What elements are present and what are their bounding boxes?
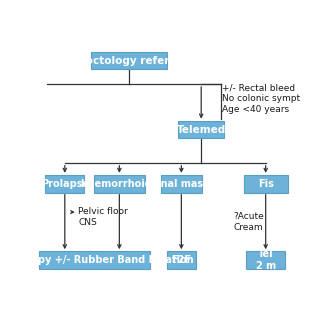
Text: F2F: F2F — [172, 255, 191, 265]
Text: Anal mass: Anal mass — [153, 179, 209, 189]
Text: Fis: Fis — [258, 179, 274, 189]
Text: Tel
2 m: Tel 2 m — [256, 249, 276, 271]
FancyBboxPatch shape — [161, 175, 202, 193]
Text: Prolapse: Prolapse — [41, 179, 89, 189]
FancyBboxPatch shape — [244, 175, 287, 193]
Text: oidoscopy +/- Rubber Band Ligation: oidoscopy +/- Rubber Band Ligation — [0, 255, 193, 265]
FancyBboxPatch shape — [167, 252, 196, 269]
FancyBboxPatch shape — [91, 52, 167, 69]
Text: Proctology referral: Proctology referral — [73, 56, 185, 66]
FancyBboxPatch shape — [178, 121, 224, 138]
Text: +/- Rectal bleed
No colonic sympt
Age <40 years: +/- Rectal bleed No colonic sympt Age <4… — [222, 84, 300, 114]
Text: Haemorrhoids: Haemorrhoids — [81, 179, 158, 189]
Text: Pelvic floor
CNS: Pelvic floor CNS — [78, 207, 128, 227]
FancyBboxPatch shape — [45, 175, 84, 193]
FancyBboxPatch shape — [246, 252, 285, 269]
Text: Telemed: Telemed — [177, 124, 226, 135]
FancyBboxPatch shape — [94, 175, 145, 193]
Text: ?Acute
Cream: ?Acute Cream — [234, 212, 264, 232]
FancyBboxPatch shape — [39, 252, 150, 269]
